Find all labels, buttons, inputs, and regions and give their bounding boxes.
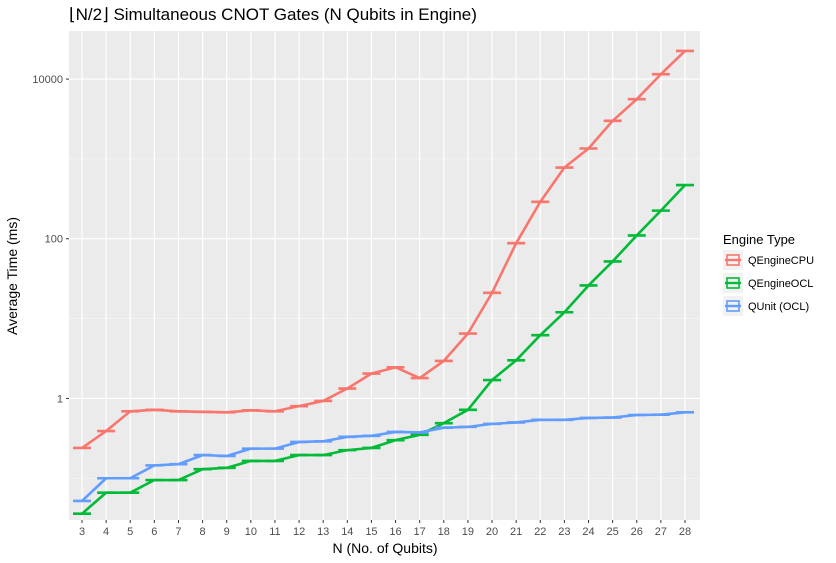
series-qunit-ocl: [73, 411, 694, 503]
x-tick-label: 28: [679, 526, 691, 538]
x-tick-label: 8: [200, 526, 206, 538]
x-tick-label: 13: [317, 526, 329, 538]
x-tick-label: 16: [389, 526, 401, 538]
legend-label: QUnit (OCL): [748, 301, 809, 313]
x-tick-label: 20: [486, 526, 498, 538]
x-tick-label: 18: [438, 526, 450, 538]
x-axis-ticks: 3 4 5 6 7 8 9 10 11 12 13 14 15 16 17 18 19 20 21 22 23 24 25 2…: [79, 520, 691, 538]
y-tick-label: 10000: [32, 74, 63, 86]
series-qenginecpu: [73, 49, 694, 450]
x-tick-label: 9: [224, 526, 230, 538]
x-tick-label: 27: [655, 526, 667, 538]
x-tick-label: 14: [341, 526, 353, 538]
x-tick-label: 4: [103, 526, 109, 538]
x-tick-label: 26: [631, 526, 643, 538]
series-line: [81, 184, 686, 515]
x-tick-label: 15: [365, 526, 377, 538]
x-tick-label: 23: [558, 526, 570, 538]
plot-background: [69, 31, 700, 520]
y-tick-label: 100: [45, 234, 63, 246]
series-qengineocl: [73, 183, 694, 515]
x-tick-label: 21: [510, 526, 522, 538]
x-tick-label: 25: [607, 526, 619, 538]
y-axis-title: Average Time (ms): [4, 217, 20, 335]
x-tick-label: 24: [582, 526, 594, 538]
x-tick-label: 17: [414, 526, 426, 538]
x-tick-label: 7: [175, 526, 181, 538]
legend-item: QEngineOCL: [723, 273, 813, 293]
legend-item: QUnit (OCL): [723, 296, 809, 316]
legend: Engine Type QEngineCPU QEngineOCL QUnit (O…: [723, 232, 814, 316]
series-layer: [73, 49, 694, 515]
legend-title: Engine Type: [723, 232, 795, 247]
x-tick-label: 6: [151, 526, 157, 538]
x-tick-label: 3: [79, 526, 85, 538]
legend-item: QEngineCPU: [723, 250, 814, 270]
y-axis-ticks: 1 100 10000: [32, 74, 69, 405]
x-tick-label: 10: [245, 526, 257, 538]
x-tick-label: 12: [293, 526, 305, 538]
chart-title: ⌊N/2⌋ Simultaneous CNOT Gates (N Qubits …: [69, 5, 477, 24]
x-tick-label: 5: [127, 526, 133, 538]
x-tick-label: 11: [269, 526, 280, 538]
legend-label: QEngineOCL: [748, 278, 813, 290]
y-tick-label: 1: [57, 393, 63, 405]
legend-label: QEngineCPU: [748, 255, 814, 267]
x-axis-title: N (No. of Qubits): [332, 540, 437, 556]
x-tick-label: 22: [534, 526, 546, 538]
x-tick-label: 19: [462, 526, 474, 538]
plot-area: [69, 31, 700, 520]
